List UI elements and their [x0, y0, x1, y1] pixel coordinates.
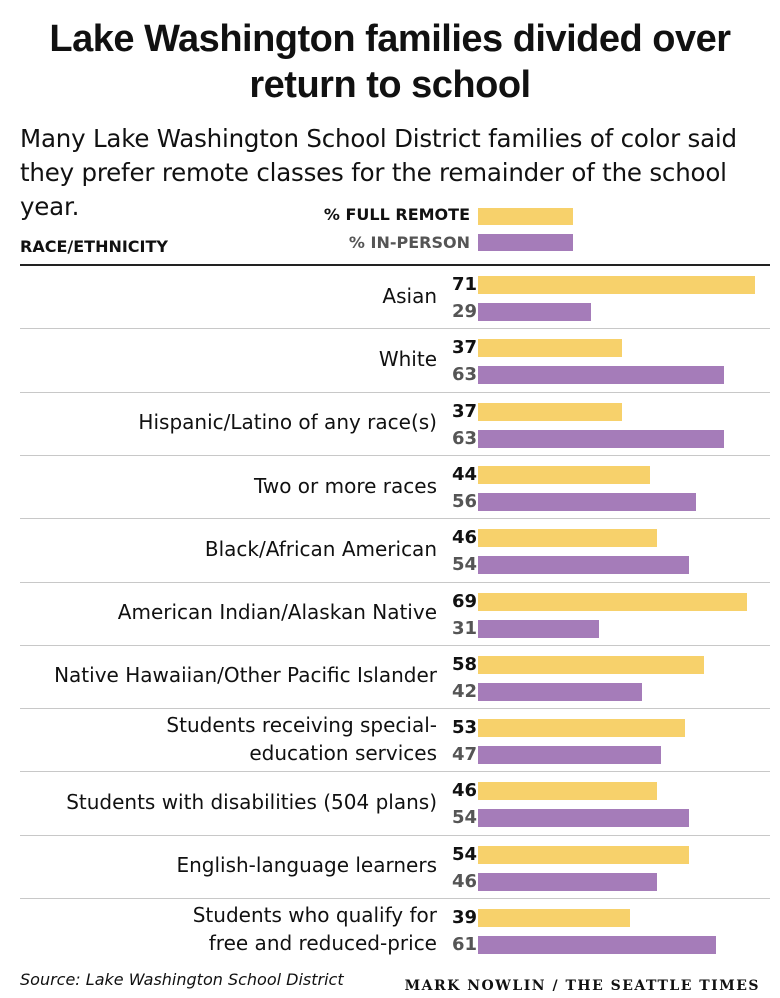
data-label-in-person: 61 [451, 934, 477, 955]
bar-in-person [478, 429, 724, 448]
column-header: RACE/ETHNICITY [20, 237, 168, 256]
data-label-full-remote: 44 [451, 463, 477, 485]
row-separator [20, 518, 770, 520]
chart-title-text: Lake Washington families divided over re… [49, 18, 731, 106]
data-label-in-person: 63 [451, 427, 477, 449]
bar-full-remote [478, 655, 705, 674]
bar-full-remote [478, 782, 658, 801]
data-label-in-person: 54 [451, 554, 477, 576]
source-note: Source: Lake Washington School District [20, 970, 344, 989]
data-label-in-person: 42 [451, 680, 477, 702]
category-label-line: Students receiving special- [166, 712, 437, 737]
row-separator [20, 771, 770, 773]
category-label-line: Students with disabilities (504 plans) [66, 790, 437, 815]
category-label: Asian [17, 282, 437, 310]
category-label: Two or more races [17, 472, 437, 500]
category-label-line: Asian [382, 283, 437, 308]
data-label-in-person: 31 [451, 617, 477, 639]
data-label-in-person: 54 [451, 807, 477, 829]
bar-full-remote [478, 465, 650, 484]
category-label-line: Black/African American [204, 536, 437, 561]
data-label-full-remote: 69 [451, 590, 477, 612]
category-label-line: Hispanic/Latino of any race(s) [138, 410, 437, 435]
bar-in-person [478, 303, 592, 321]
bar-in-person [478, 366, 724, 385]
row-separator [20, 581, 770, 583]
category-label-line: White [378, 346, 437, 371]
data-label-in-person: 47 [451, 744, 477, 766]
row-separator [20, 834, 770, 836]
legend-swatch-in-person [478, 234, 573, 251]
category-label-line: education services [249, 740, 437, 765]
legend-label-in-person: % IN-PERSON [348, 233, 470, 252]
data-label-full-remote: 71 [451, 274, 477, 295]
bar-full-remote [478, 719, 685, 738]
category-label-line: Native Hawaiian/Other Pacific Islander [54, 663, 437, 688]
category-label: Students who qualify for free and reduced… [17, 901, 437, 957]
data-label-full-remote: 39 [451, 907, 477, 928]
chart-subtitle: Many Lake Washington School District fam… [20, 124, 737, 221]
bar-in-person [478, 936, 716, 954]
bar-in-person [478, 809, 689, 828]
row-separator [20, 328, 770, 330]
header-rule [20, 264, 770, 266]
category-label-line: Two or more races [253, 473, 437, 498]
data-label-full-remote: 37 [451, 337, 477, 359]
data-label-in-person: 56 [451, 490, 477, 512]
bar-full-remote [478, 845, 689, 864]
bar-in-person [478, 492, 697, 511]
bar-full-remote [478, 529, 658, 548]
category-label: American Indian/Alaskan Native [17, 598, 437, 626]
category-label: English-language learners [17, 851, 437, 879]
data-label-full-remote: 37 [451, 400, 477, 422]
data-label-full-remote: 46 [451, 527, 477, 549]
category-label: Native Hawaiian/Other Pacific Islander [17, 661, 437, 689]
category-label-line: free and reduced-price [208, 930, 437, 955]
data-label-full-remote: 54 [451, 843, 477, 865]
bar-full-remote [478, 402, 623, 421]
data-label-full-remote: 46 [451, 780, 477, 802]
legend-swatch-full-remote [478, 208, 573, 225]
category-label: Black/African American [17, 535, 437, 563]
row-separator [20, 391, 770, 393]
bar-full-remote [478, 909, 631, 927]
row-separator [20, 644, 770, 646]
bar-full-remote [478, 276, 755, 294]
bar-in-person [478, 872, 658, 891]
category-label-line: Students who qualify for [192, 902, 437, 927]
chart-title: Lake Washington families divided over re… [0, 16, 780, 108]
bar-in-person [478, 746, 662, 765]
bar-full-remote [478, 339, 623, 358]
data-label-in-person: 63 [451, 364, 477, 386]
bar-in-person [478, 682, 642, 701]
bar-in-person [478, 619, 599, 638]
legend-label-full-remote: % FULL REMOTE [323, 205, 470, 224]
category-label-line: English-language learners [176, 853, 437, 878]
data-label-in-person: 46 [451, 870, 477, 892]
bar-in-person [478, 556, 689, 575]
data-label-full-remote: 58 [451, 653, 477, 675]
category-label: Students with disabilities (504 plans) [17, 788, 437, 816]
category-label-line: American Indian/Alaskan Native [117, 600, 437, 625]
category-label: Hispanic/Latino of any race(s) [17, 408, 437, 436]
credit-line: MARK NOWLIN / THE SEATTLE TIMES [404, 978, 760, 994]
data-label-in-person: 29 [451, 301, 477, 322]
bar-full-remote [478, 592, 748, 611]
row-separator [20, 898, 770, 899]
row-separator [20, 454, 770, 456]
data-label-full-remote: 53 [451, 717, 477, 739]
row-separator [20, 708, 770, 710]
category-label: White [17, 345, 437, 373]
category-label: Students receiving special-education ser… [17, 711, 437, 767]
